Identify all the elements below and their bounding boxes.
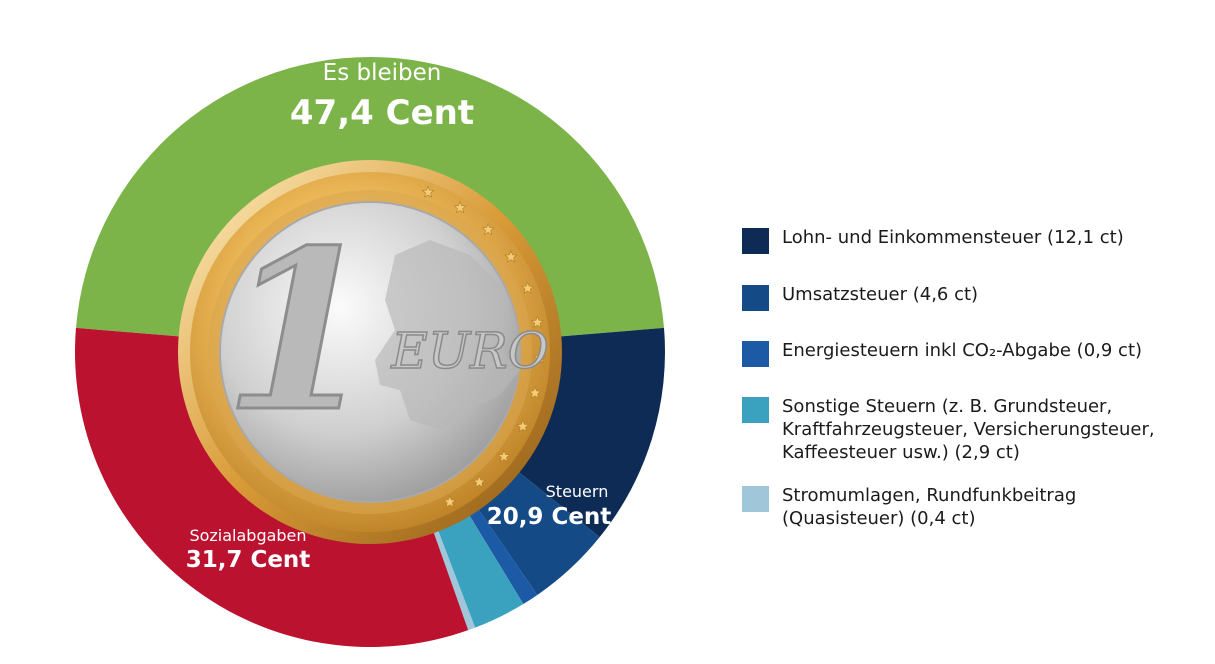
slice-tax-4 (432, 501, 524, 628)
legend-swatch (742, 341, 769, 367)
star-icon (530, 315, 544, 328)
legend: Lohn- und Einkommensteuer (12,1 ct) Umsa… (742, 226, 1212, 530)
coin-stars (421, 185, 547, 508)
coin-numeral: 1 (223, 201, 376, 460)
value-sozialabgaben: 31,7 Cent (186, 547, 311, 573)
value-steuern: 20,9 Cent (487, 504, 612, 530)
star-icon (472, 475, 486, 488)
star-icon (516, 419, 530, 433)
legend-item: Sonstige Steuern (z. B. Grundsteuer, Kra… (742, 395, 1177, 464)
label-es-bleiben: Es bleiben (323, 60, 442, 86)
star-icon (497, 449, 511, 463)
star-icon (521, 281, 535, 294)
star-icon (421, 185, 435, 198)
legend-swatch (742, 285, 769, 311)
slice-tax-5 (428, 515, 476, 631)
label-steuern: Steuern (546, 482, 609, 501)
legend-label: Sonstige Steuern (z. B. Grundsteuer, Kra… (782, 396, 1155, 463)
slice-tax-3 (460, 496, 538, 605)
star-icon (443, 495, 457, 508)
legend-item: Energiesteuern inkl CO₂-Abgabe (0,9 ct) (742, 339, 1212, 367)
legend-item: Lohn- und Einkommensteuer (12,1 ct) (742, 226, 1212, 254)
legend-label: Energiesteuern inkl CO₂-Abgabe (0,9 ct) (782, 340, 1143, 361)
star-icon (453, 201, 467, 214)
coin-text: EURO (390, 322, 548, 380)
legend-swatch (742, 228, 769, 254)
ring-labels: Es bleiben 47,4 Cent Steuern 20,9 Cent S… (186, 60, 612, 573)
donut-chart: 1 EURO Es bleiben 47,4 Cent Steuern 20,9… (75, 57, 665, 647)
star-icon (481, 222, 495, 236)
legend-swatch (742, 397, 769, 423)
star-icon (528, 386, 542, 399)
legend-label: Umsatzsteuer (4,6 ct) (782, 284, 979, 305)
legend-swatch (742, 486, 769, 512)
star-icon (504, 250, 518, 263)
legend-label: Lohn- und Einkommensteuer (12,1 ct) (782, 227, 1124, 248)
label-sozialabgaben: Sozialabgaben (189, 526, 306, 545)
euro-coin-icon: 1 EURO (178, 160, 562, 544)
legend-item: Stromumlagen, Rundfunkbeitrag (Quasisteu… (742, 484, 1112, 530)
slice-es-bleiben (75, 57, 665, 338)
star-icon (533, 351, 547, 364)
slice-tax-2 (469, 461, 600, 595)
slice-sozialabgaben (75, 327, 469, 647)
value-es-bleiben: 47,4 Cent (290, 93, 474, 133)
legend-item: Umsatzsteuer (4,6 ct) (742, 283, 1212, 311)
legend-label: Stromumlagen, Rundfunkbeitrag (Quasisteu… (782, 485, 1077, 529)
